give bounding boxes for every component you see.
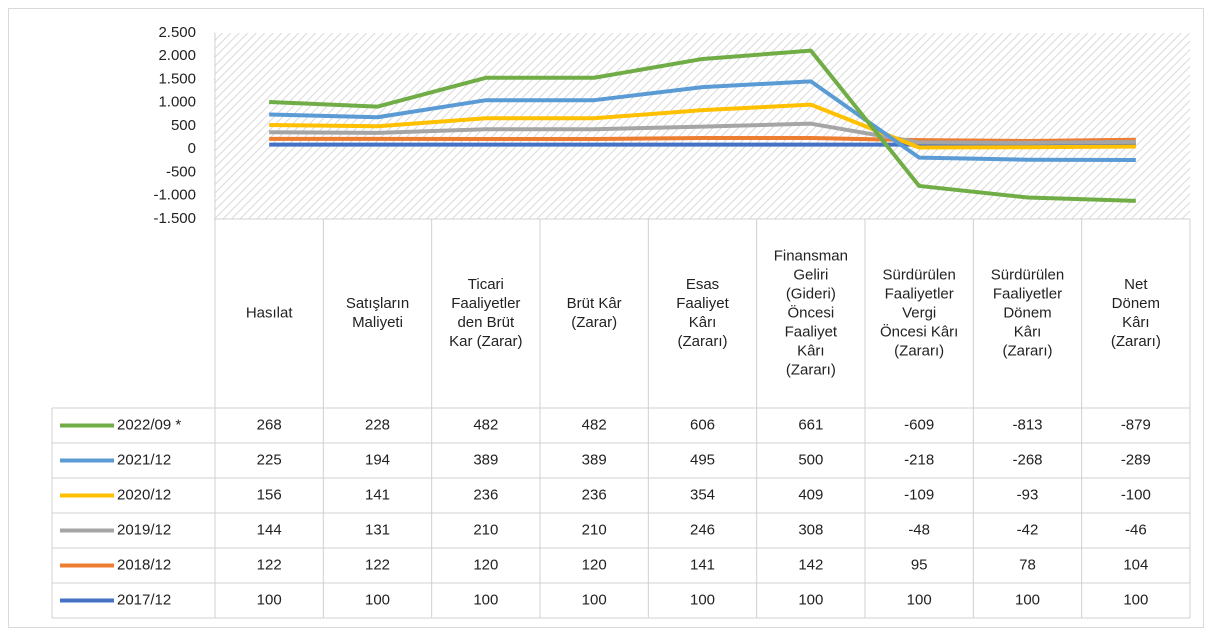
series-line bbox=[269, 79, 1136, 162]
table-value: 495 bbox=[690, 451, 715, 468]
table-value: 78 bbox=[1019, 556, 1036, 573]
table-value: 210 bbox=[473, 521, 498, 538]
table-value: 210 bbox=[582, 521, 607, 538]
legend-label: 2021/12 bbox=[117, 451, 171, 468]
table-value: 131 bbox=[365, 521, 390, 538]
series-line bbox=[269, 135, 1136, 143]
y-tick-label: 500 bbox=[171, 117, 196, 134]
table-value: 104 bbox=[1123, 556, 1148, 573]
y-tick-label: 1.000 bbox=[158, 94, 196, 111]
table-value: 100 bbox=[582, 591, 607, 608]
table-value: 141 bbox=[690, 556, 715, 573]
table-value: -289 bbox=[1121, 451, 1151, 468]
table-value: 246 bbox=[690, 521, 715, 538]
table-value: -48 bbox=[908, 521, 930, 538]
y-tick-label: 1.500 bbox=[158, 70, 196, 87]
table-value: 389 bbox=[473, 451, 498, 468]
table-value: 122 bbox=[365, 556, 390, 573]
legend-label: 2019/12 bbox=[117, 521, 171, 538]
y-tick-label: 2.000 bbox=[158, 47, 196, 64]
legend-label: 2020/12 bbox=[117, 486, 171, 503]
table-value: 661 bbox=[798, 416, 823, 433]
x-tick-label: Brüt Kâr (Zarar) bbox=[567, 295, 622, 331]
series-line bbox=[269, 121, 1136, 145]
y-tick-label: -1.000 bbox=[153, 187, 196, 204]
table-value: -46 bbox=[1125, 521, 1147, 538]
table-value: 122 bbox=[257, 556, 282, 573]
series-line bbox=[269, 102, 1136, 150]
table-value: -109 bbox=[904, 486, 934, 503]
table-value: 354 bbox=[690, 486, 715, 503]
table-value: 95 bbox=[911, 556, 928, 573]
table-value: 409 bbox=[798, 486, 823, 503]
legend-label: 2022/09 * bbox=[117, 416, 181, 433]
table-value: 141 bbox=[365, 486, 390, 503]
x-tick-label: Finansman Geliri (Gideri) Öncesi Faaliyet Kâr… bbox=[774, 247, 848, 378]
table-value: 482 bbox=[473, 416, 498, 433]
table-value: 236 bbox=[473, 486, 498, 503]
table-value: -100 bbox=[1121, 486, 1151, 503]
series-line bbox=[269, 48, 1136, 203]
table-value: -879 bbox=[1121, 416, 1151, 433]
legend-label: 2018/12 bbox=[117, 556, 171, 573]
table-value: 100 bbox=[1015, 591, 1040, 608]
table-value: 308 bbox=[798, 521, 823, 538]
x-tick-label: Hasılat bbox=[246, 304, 294, 321]
table-value: 100 bbox=[473, 591, 498, 608]
table-value: 100 bbox=[365, 591, 390, 608]
table-value: 100 bbox=[257, 591, 282, 608]
table-value: 389 bbox=[582, 451, 607, 468]
table-value: 500 bbox=[798, 451, 823, 468]
table-value: 120 bbox=[582, 556, 607, 573]
table-value: 120 bbox=[473, 556, 498, 573]
table-value: 225 bbox=[257, 451, 282, 468]
table-value: 268 bbox=[257, 416, 282, 433]
y-tick-label: 2.500 bbox=[158, 24, 196, 41]
table-value: 144 bbox=[257, 521, 282, 538]
table-value: 156 bbox=[257, 486, 282, 503]
table-value: -268 bbox=[1012, 451, 1042, 468]
y-tick-label: 0 bbox=[188, 140, 196, 157]
table-value: 606 bbox=[690, 416, 715, 433]
legend-label: 2017/12 bbox=[117, 591, 171, 608]
y-tick-label: -1.500 bbox=[153, 210, 196, 227]
x-tick-label: Esas Faaliyet Kârı (Zararı) bbox=[676, 276, 729, 350]
table-value: -42 bbox=[1017, 521, 1039, 538]
table-value: 236 bbox=[582, 486, 607, 503]
table-value: 228 bbox=[365, 416, 390, 433]
table-value: 100 bbox=[1123, 591, 1148, 608]
x-tick-label: Sürdürülen Faaliyetler Vergi Öncesi Kârı (Za… bbox=[880, 266, 958, 359]
x-tick-label: Satışların Maliyeti bbox=[346, 295, 409, 331]
table-value: 142 bbox=[798, 556, 823, 573]
table-value: -93 bbox=[1017, 486, 1039, 503]
table-value: -813 bbox=[1012, 416, 1042, 433]
x-tick-label: Sürdürülen Faaliyetler Dönem Kârı (Zararı) bbox=[991, 266, 1064, 359]
table-value: 100 bbox=[907, 591, 932, 608]
x-tick-label: Ticari Faaliyetler den Brüt Kar (Zarar) bbox=[449, 276, 522, 350]
table-value: 194 bbox=[365, 451, 390, 468]
table-value: -218 bbox=[904, 451, 934, 468]
x-tick-label: Net Dönem Kârı (Zararı) bbox=[1111, 276, 1161, 350]
table-value: -609 bbox=[904, 416, 934, 433]
table-value: 100 bbox=[690, 591, 715, 608]
y-tick-label: -500 bbox=[166, 163, 196, 180]
table-value: 100 bbox=[798, 591, 823, 608]
table-value: 482 bbox=[582, 416, 607, 433]
